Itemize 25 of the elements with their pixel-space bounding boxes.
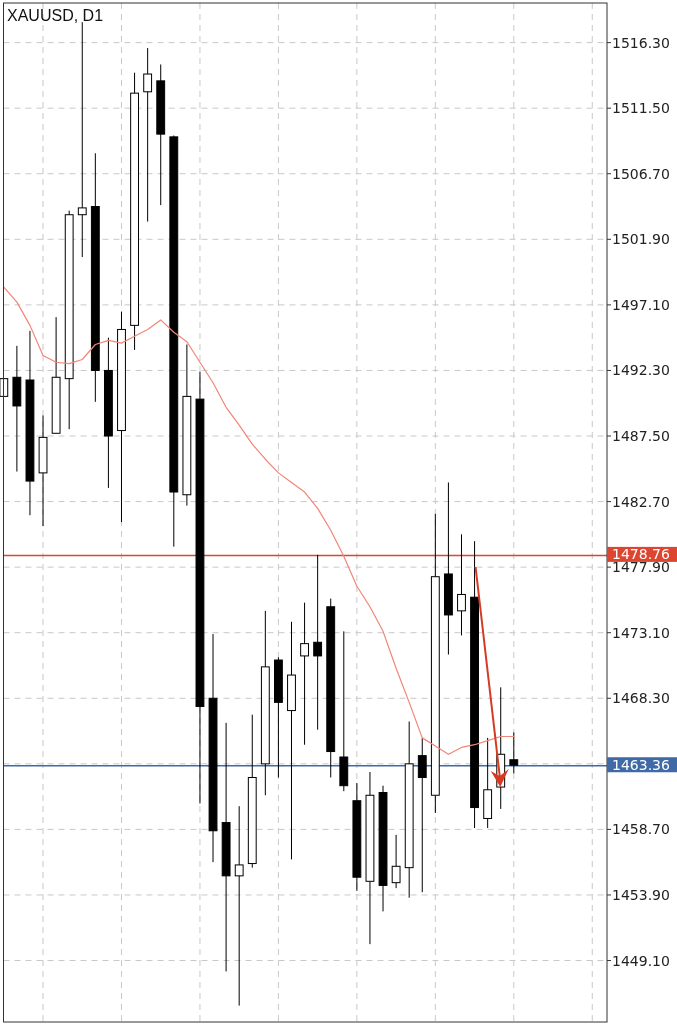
candlestick	[457, 533, 466, 636]
candlestick	[77, 21, 87, 258]
y-tick-label: 1468.30	[612, 690, 670, 707]
candlestick	[300, 602, 309, 746]
y-tick-label: 1473.10	[612, 624, 670, 641]
y-tick-label: 1492.30	[612, 362, 670, 379]
y-tick-label: 1497.10	[612, 296, 670, 313]
y-tick-label: 1449.10	[612, 952, 670, 969]
y-tick-label: 1506.70	[612, 165, 670, 182]
candlestick	[313, 554, 323, 731]
y-tick-label: 1511.50	[612, 100, 670, 117]
candlestick	[391, 834, 401, 889]
y-tick-label: 1487.50	[612, 428, 670, 445]
line-series	[3, 286, 515, 755]
chart-title: XAUUSD, D1	[7, 7, 104, 24]
candlestick	[234, 805, 244, 1007]
y-tick-label: 1458.70	[612, 821, 670, 838]
candlestick	[143, 47, 153, 223]
candlestick	[509, 731, 519, 774]
y-tick-label: 1516.30	[612, 34, 670, 51]
y-tick-label: 1482.70	[612, 493, 670, 510]
candlestick	[417, 737, 427, 893]
y-tick-label: 1501.90	[612, 231, 670, 248]
ref-line-label: 1463.36	[612, 756, 670, 773]
y-tick-label: 1453.90	[612, 887, 670, 904]
